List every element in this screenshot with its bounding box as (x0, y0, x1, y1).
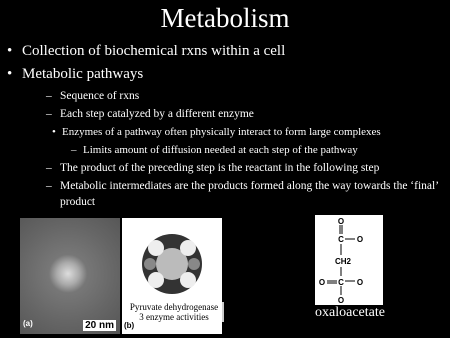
bullet: Limits amount of diffusion needed at eac… (0, 142, 446, 158)
bullet: Sequence of rxns (0, 88, 446, 104)
atom: O (338, 296, 344, 305)
bullet: Metabolic intermediates are the products… (0, 178, 446, 210)
caption-line: Pyruvate dehydrogenase (129, 302, 219, 312)
model-art (142, 234, 202, 294)
panel-label: (a) (23, 319, 33, 328)
bullet: Enzymes of a pathway often physically in… (0, 124, 446, 140)
structure: O C O CH2 C O O O (315, 215, 383, 305)
bullet-list: Collection of biochemical rxns within a … (0, 40, 446, 210)
atom: CH2 (335, 257, 352, 266)
slide-title: Metabolism (160, 3, 290, 33)
bullet: Collection of biochemical rxns within a … (0, 40, 446, 63)
scale-bar: 20 nm (83, 320, 116, 331)
bullet: The product of the preceding step is the… (0, 160, 446, 176)
enzyme-model: (b) Pyruvate dehydrogenase 3 enzyme acti… (122, 218, 224, 334)
structure-label: oxaloacetate (315, 305, 385, 320)
atom: O (319, 278, 325, 287)
bullet: Metabolic pathways (0, 63, 446, 86)
atom: C (338, 278, 344, 287)
caption: Pyruvate dehydrogenase 3 enzyme activiti… (124, 302, 224, 322)
atom: C (338, 235, 344, 244)
bullet: Each step catalyzed by a different enzym… (0, 106, 446, 122)
atom: O (338, 217, 344, 226)
caption-line: 3 enzyme activities (139, 312, 209, 322)
panel-label: (b) (124, 321, 135, 330)
micrograph: (a) 20 nm (20, 218, 120, 334)
atom: O (357, 235, 363, 244)
atom: O (357, 278, 363, 287)
